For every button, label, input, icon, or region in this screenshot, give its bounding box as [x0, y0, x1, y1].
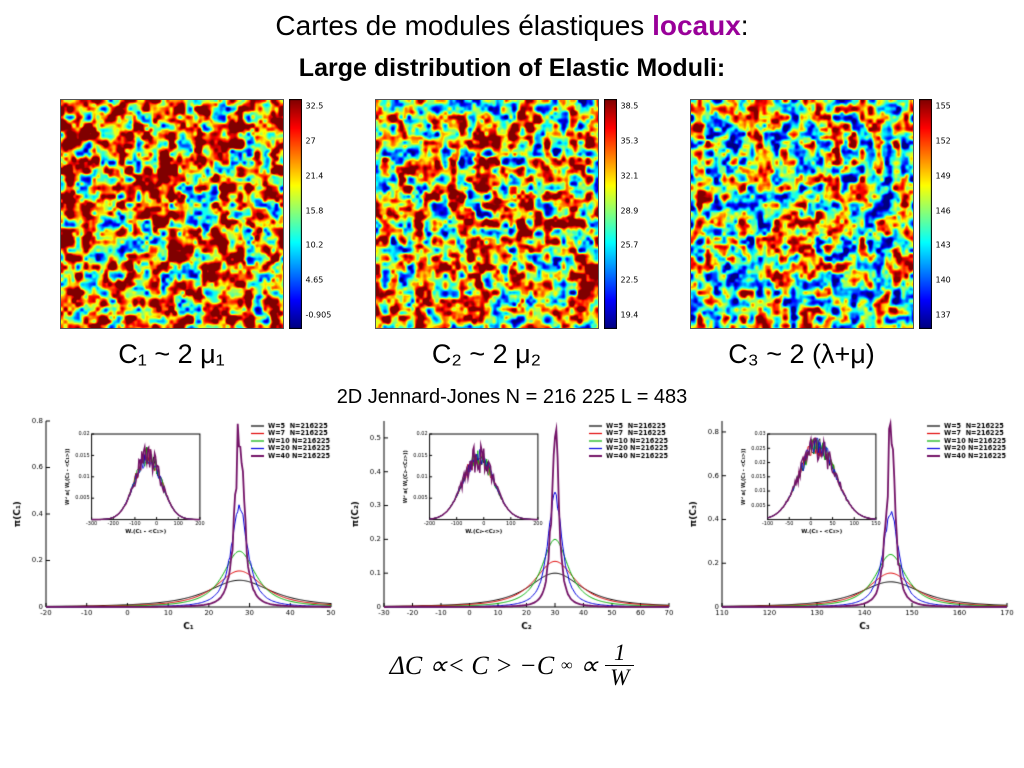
- heatmap-label-c1: C₁ ~ 2 μ₁: [118, 339, 225, 369]
- distribution-plots-row: [0, 415, 1024, 633]
- title-text: Cartes de modules élastiques: [275, 10, 653, 41]
- colorbar-tick-label: 21.4: [305, 171, 324, 181]
- colorbar-tick-label: 143: [935, 240, 951, 250]
- heatmap-c3-canvas: [689, 99, 914, 329]
- heatmap-row: 32.5 27 21.4 15.8 10.2 4.65 -0.905 C₁ ~ 2 μ₁ 3…: [0, 99, 1024, 370]
- slide-title: Cartes de modules élastiques locaux:: [0, 10, 1024, 42]
- colorbar-c2: [603, 99, 617, 329]
- colorbar-tick-label: 38.5: [620, 101, 639, 111]
- heatmap-panel-c1: 32.5 27 21.4 15.8 10.2 4.65 -0.905 C₁ ~ 2 μ₁: [59, 99, 341, 370]
- colorbar-tick-label: 27: [305, 136, 316, 146]
- colorbar-tick-label: 15.8: [305, 206, 324, 216]
- colorbar-tick-label: 32.1: [620, 171, 639, 181]
- title-suffix: :: [740, 10, 749, 41]
- scaling-formula: ΔC ∝< C > −C ∞ ∝ 1 W: [0, 640, 1024, 690]
- title-highlight: locaux: [652, 10, 741, 41]
- colorbar-tick-label: 155: [935, 101, 951, 111]
- colorbar-c1-ticks: 32.5 27 21.4 15.8 10.2 4.65 -0.905: [306, 99, 346, 329]
- colorbar-tick-label: 32.5: [305, 101, 324, 111]
- colorbar-tick-label: 10.2: [305, 240, 324, 250]
- formula-propto: ∝: [579, 650, 599, 680]
- colorbar-tick-label: 146: [935, 206, 951, 216]
- heatmap-label-c2: C₂ ~ 2 μ₂: [431, 339, 542, 369]
- colorbar-tick-label: 28.9: [620, 206, 639, 216]
- formula-lhs: ΔC ∝< C > −C: [389, 650, 555, 680]
- colorbar-c2-ticks: 38.5 35.3 32.1 28.9 25.7 22.5 19.4: [621, 99, 661, 329]
- heatmap-c2-canvas: [374, 99, 599, 329]
- distribution-plot-c3: [685, 415, 1015, 633]
- colorbar-tick-label: 140: [935, 275, 951, 285]
- formula-infinity-sub: ∞: [561, 656, 573, 674]
- formula-fraction: 1 W: [605, 640, 635, 690]
- simulation-caption: 2D Jennard-Jones N = 216 225 L = 483: [336, 386, 688, 408]
- fraction-denominator: W: [605, 665, 635, 690]
- heatmap-c1-canvas: [59, 99, 284, 329]
- slide-subtitle: Large distribution of Elastic Moduli:: [298, 54, 726, 82]
- colorbar-c1: [288, 99, 302, 329]
- distribution-plot-c2: [347, 415, 677, 633]
- heatmap-panel-c3: 155 152 149 146 143 140 137 C₃ ~ 2 (λ+μ): [689, 99, 971, 370]
- colorbar-tick-label: 19.4: [620, 310, 639, 320]
- colorbar-tick-label: 22.5: [620, 275, 639, 285]
- distribution-plot-c1: [9, 415, 339, 633]
- colorbar-tick-label: 35.3: [620, 136, 639, 146]
- colorbar-tick-label: 137: [935, 310, 951, 320]
- heatmap-label-c3: C₃ ~ 2 (λ+μ): [728, 339, 875, 369]
- colorbar-c3-ticks: 155 152 149 146 143 140 137: [936, 99, 976, 329]
- heatmap-panel-c2: 38.5 35.3 32.1 28.9 25.7 22.5 19.4 C₂ ~ 2 μ₂: [374, 99, 656, 370]
- colorbar-tick-label: 4.65: [305, 275, 324, 285]
- colorbar-tick-label: 152: [935, 136, 951, 146]
- colorbar-tick-label: 25.7: [620, 240, 639, 250]
- colorbar-tick-label: -0.905: [305, 310, 332, 320]
- colorbar-c3: [918, 99, 932, 329]
- colorbar-tick-label: 149: [935, 171, 951, 181]
- fraction-numerator: 1: [613, 640, 626, 665]
